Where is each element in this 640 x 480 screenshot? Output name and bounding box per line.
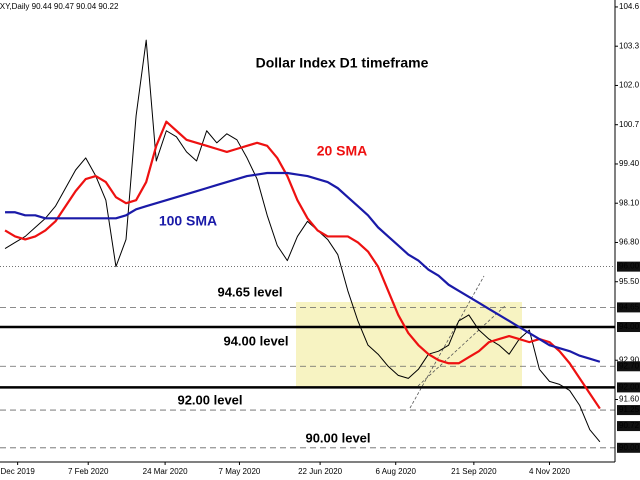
y-tick-label: 92.90 [619, 355, 640, 364]
x-tick-label: 21 Sep 2020 [451, 467, 497, 476]
level-box [617, 405, 640, 416]
x-tick-label: 7 May 2020 [219, 467, 261, 476]
level-label: 92.00 [619, 383, 640, 392]
level-box [617, 421, 640, 432]
x-tick-label: Dec 2019 [1, 467, 36, 476]
x-tick-label: 6 Aug 2020 [375, 467, 416, 476]
level-box [617, 322, 640, 333]
level-box [617, 442, 640, 453]
y-tick-label: 91.60 [619, 395, 640, 404]
y-tick-label: 99.40 [619, 159, 640, 168]
y-tick-label: 103.3 [619, 41, 640, 50]
range-box [296, 302, 522, 388]
x-tick-label: 24 Mar 2020 [143, 467, 188, 476]
y-tick-label: 95.50 [619, 277, 640, 286]
x-tick-label: 4 Nov 2020 [529, 467, 570, 476]
level-box [617, 361, 640, 372]
level-box [617, 382, 640, 393]
level-label: 90.00 [619, 443, 640, 452]
level-label: 90.72 [619, 421, 640, 430]
series-label: 100 SMA [159, 213, 217, 229]
y-tick-label: 102.0 [619, 81, 640, 90]
x-tick-label: 7 Feb 2020 [68, 467, 109, 476]
annotation: 90.00 level [305, 430, 370, 445]
y-tick-label: 98.10 [619, 198, 640, 207]
series-label: 20 SMA [317, 143, 368, 159]
y-tick-label: 104.6 [619, 2, 640, 11]
level-box [617, 261, 640, 272]
series-line [4, 120, 601, 410]
x-tick-label: 22 Jun 2020 [298, 467, 343, 476]
annotation: 94.65 level [217, 284, 282, 299]
y-tick-label: 96.80 [619, 238, 640, 247]
chart-title: Dollar Index D1 timeframe [256, 55, 429, 71]
annotation: 94.00 level [223, 333, 288, 348]
level-label: 94.65 [619, 303, 640, 312]
level-label: 92.70 [619, 361, 640, 370]
level-label: 94.00 [619, 322, 640, 331]
annotation: 92.00 level [177, 392, 242, 407]
level-box [617, 302, 640, 313]
level-label: 91.25 [619, 405, 640, 414]
level-label: 96.00 [619, 262, 640, 271]
y-tick-label: 100.7 [619, 120, 640, 129]
series-line [4, 39, 601, 443]
header: DXY,Daily 90.44 90.47 90.04 90.22 [0, 2, 119, 11]
series-line [5, 171, 601, 363]
